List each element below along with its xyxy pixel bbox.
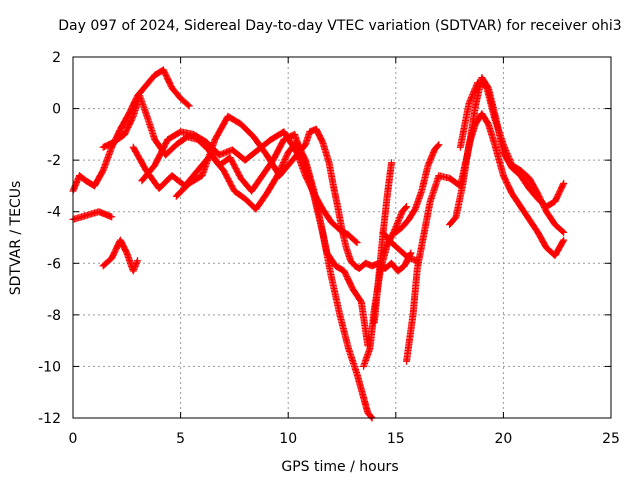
series-track-14 <box>446 110 568 260</box>
x-tick-label: 15 <box>387 431 405 447</box>
series-track-6 <box>138 128 361 247</box>
series-track-11 <box>379 228 421 265</box>
x-axis-label: GPS time / hours <box>281 459 398 475</box>
y-tick-label: -6 <box>47 256 61 272</box>
data-points <box>69 66 568 422</box>
y-axis-label: SDTVAR / TECUs <box>8 181 24 296</box>
series-track-13 <box>392 141 443 236</box>
x-tick-label: 25 <box>602 431 620 447</box>
y-tick-label: -4 <box>47 205 61 221</box>
chart-title: Day 097 of 2024, Sidereal Day-to-day VTE… <box>58 18 621 34</box>
plot-frame <box>72 56 612 419</box>
y-tick-label: 2 <box>52 50 61 66</box>
series-track-3 <box>99 236 142 275</box>
y-tick-label: -2 <box>47 153 61 169</box>
y-tick-label: -8 <box>47 308 61 324</box>
x-tick-label: 0 <box>69 431 78 447</box>
series-track-15 <box>456 79 568 236</box>
y-tick-label: -10 <box>38 359 61 375</box>
grid-lines <box>73 57 611 418</box>
x-tick-label: 5 <box>176 431 185 447</box>
axis-ticks: 0 5 10 15 20 25 -12 -10 -8 -6 -4 -2 0 2 <box>38 50 620 447</box>
x-tick-label: 10 <box>279 431 297 447</box>
x-tick-label: 20 <box>494 431 512 447</box>
series-track-7 <box>172 112 320 200</box>
y-tick-label: -12 <box>38 411 61 427</box>
y-tick-label: 0 <box>52 102 61 118</box>
